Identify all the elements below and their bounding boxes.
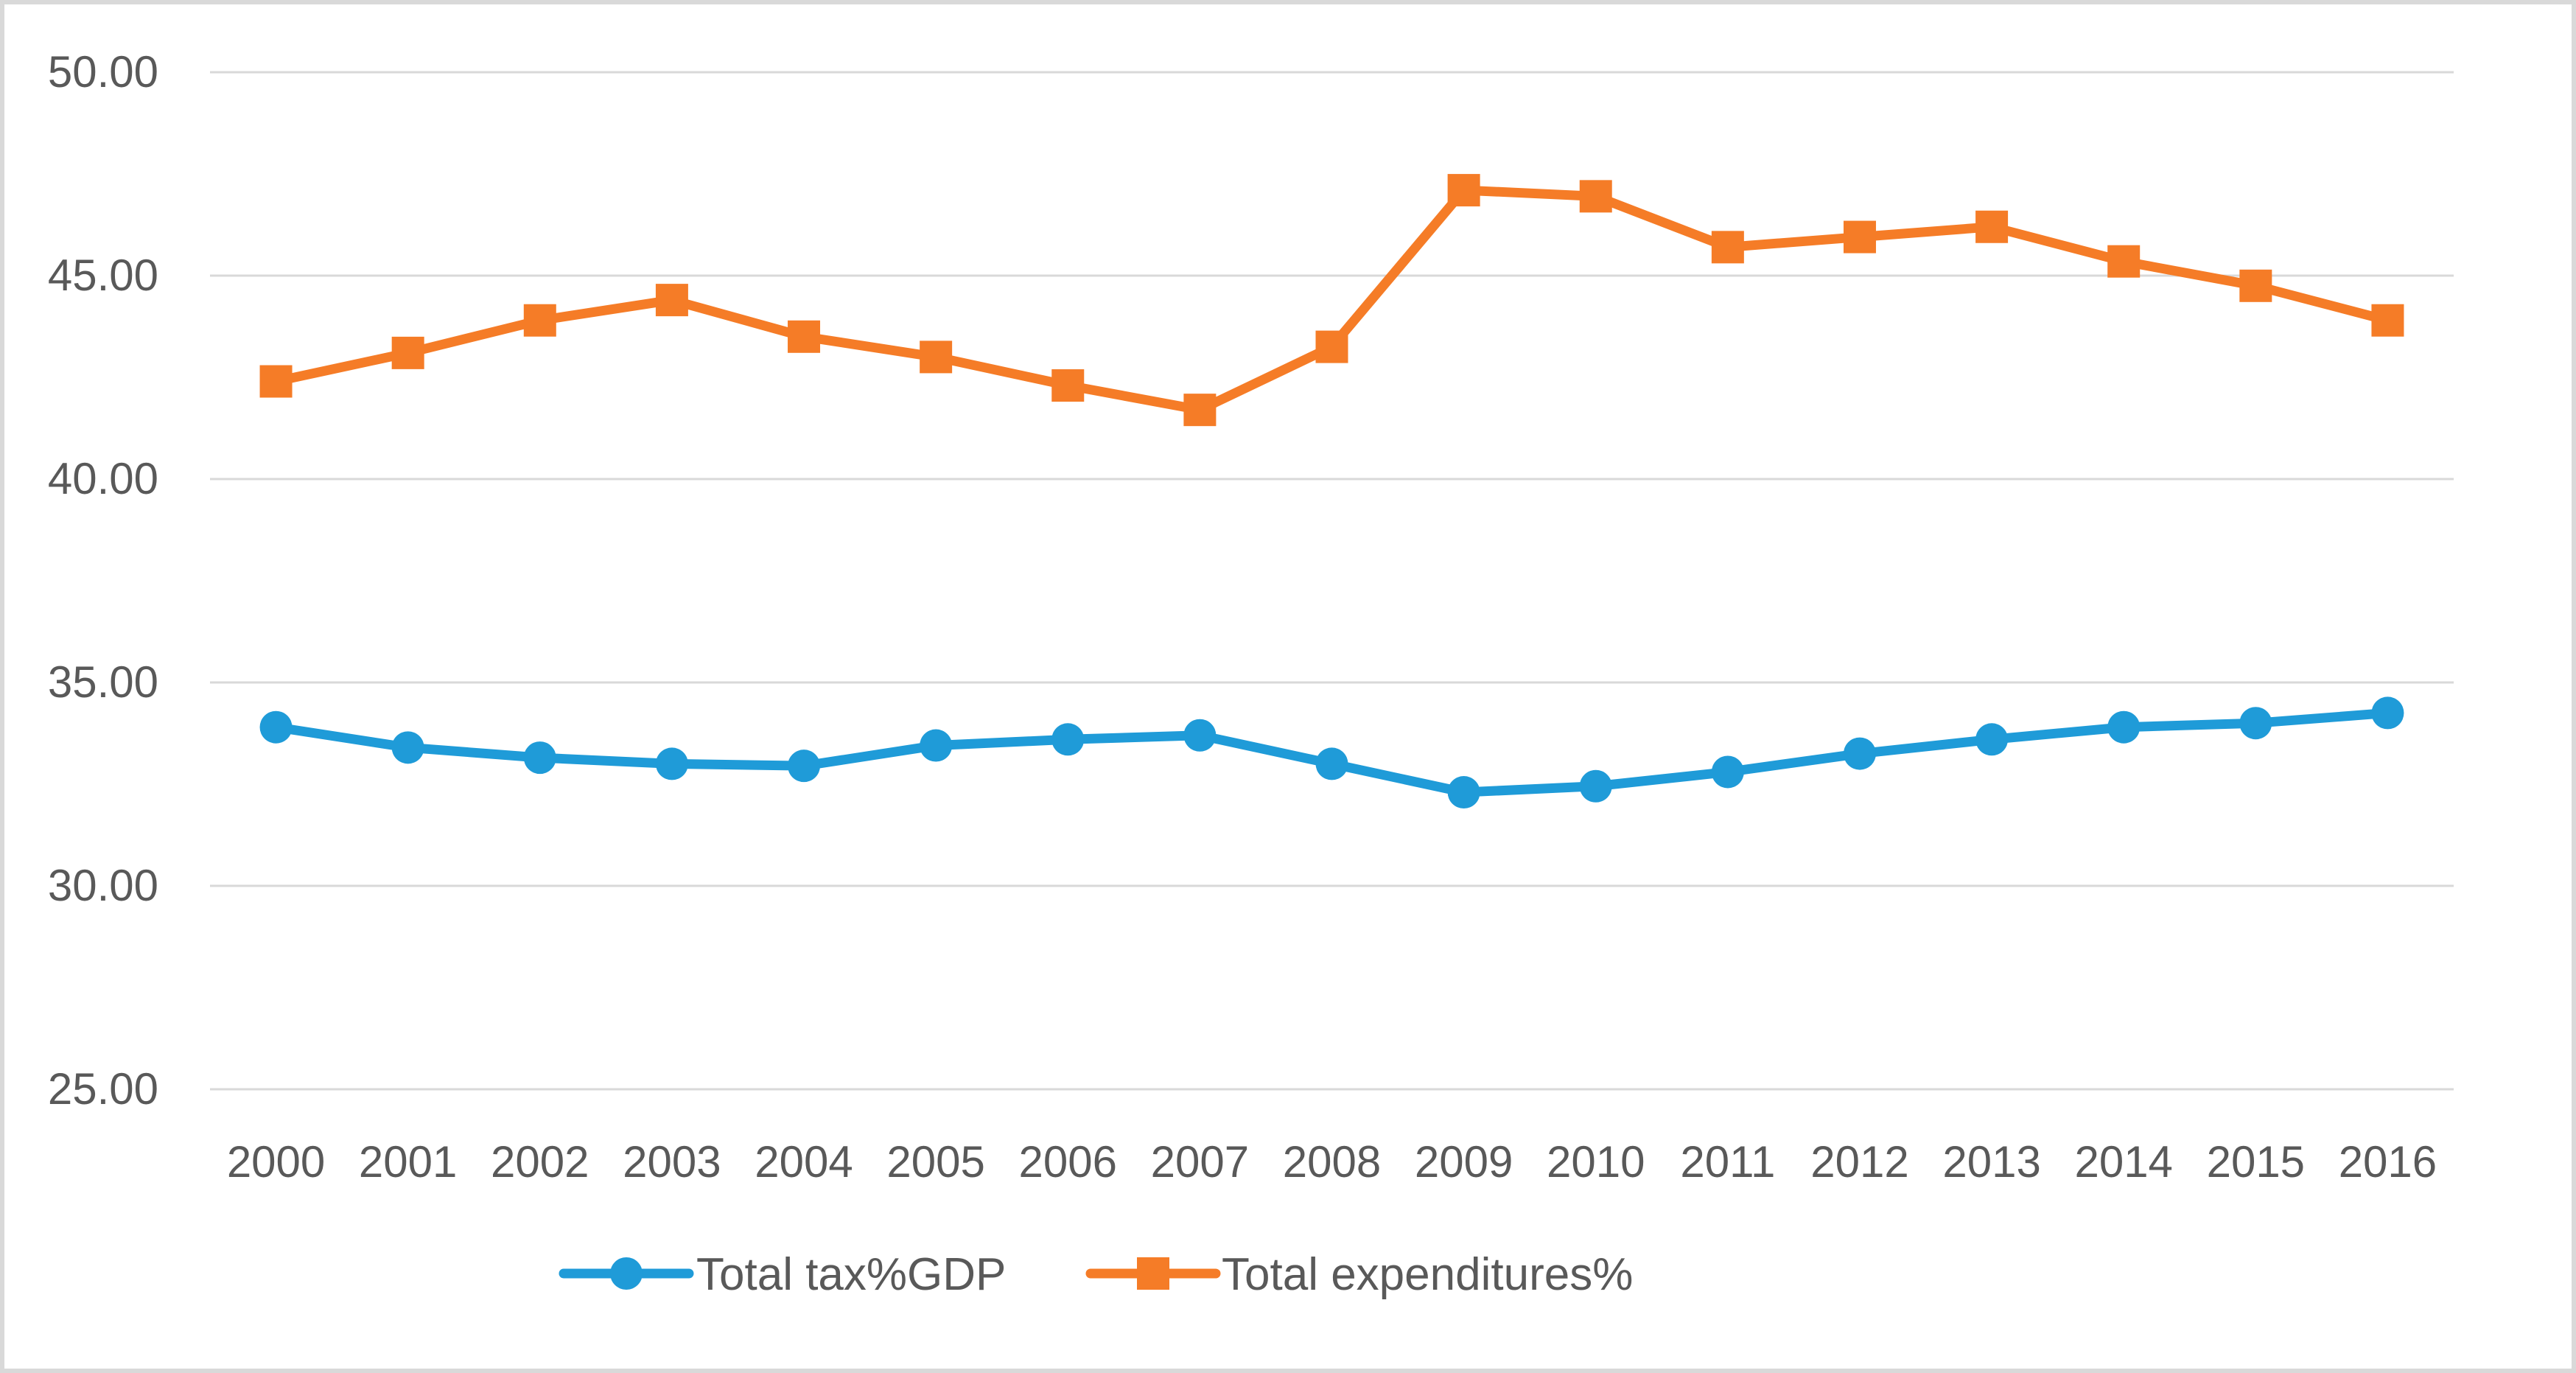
x-tick-label: 2005 [886,1137,984,1187]
series-line [271,185,2393,415]
y-tick-label: 40.00 [48,454,158,503]
x-tick-label: 2006 [1019,1137,1117,1187]
y-tick-label: 25.00 [48,1064,158,1114]
x-tick-label: 2000 [227,1137,325,1187]
data-point [1183,719,1217,752]
data-point [1315,330,1348,363]
data-point [1975,723,2009,756]
data-point [1711,231,1744,264]
x-tick-label: 2002 [491,1137,589,1187]
y-tick-label: 30.00 [48,861,158,910]
data-point [655,747,688,780]
x-tick-label: 2003 [623,1137,721,1187]
legend-label: Total tax%GDP [696,1249,1006,1300]
y-tick-label: 45.00 [48,251,158,300]
data-point [920,340,953,374]
data-point [523,304,556,337]
gridlines [210,71,2454,1091]
x-tick-label: 2014 [2074,1137,2172,1187]
x-axis-ticks: 2000 2001 2002 2003 2004 2005 2006 2007 2008 2009… [227,1137,2437,1187]
x-tick-label: 2013 [1942,1137,2040,1187]
data-point [1183,394,1217,427]
legend-item: Total expenditures% [1085,1249,1633,1300]
x-tick-label: 2008 [1283,1137,1381,1187]
data-point [1447,776,1480,809]
data-point [1843,737,1876,770]
data-point [1315,747,1348,780]
data-point [2371,696,2404,730]
legend-label: Total expenditures% [1222,1249,1633,1300]
data-point [259,710,293,744]
data-point [1051,369,1085,402]
x-tick-label: 2001 [359,1137,457,1187]
legend-marker [610,1257,643,1290]
data-point [2371,304,2404,337]
series-total-tax-gdp [259,696,2404,809]
x-tick-label: 2011 [1680,1137,1775,1187]
legend-marker [1137,1257,1169,1290]
legend-item: Total tax%GDP [559,1249,1006,1300]
data-point [1051,723,1085,756]
series [259,174,2404,809]
data-point [1711,755,1744,789]
x-tick-label: 2016 [2339,1137,2437,1187]
data-point [391,731,424,764]
data-point [1447,174,1480,207]
data-point [788,750,821,783]
x-tick-label: 2010 [1547,1137,1645,1187]
data-point [788,320,821,353]
x-tick-label: 2004 [755,1137,853,1187]
data-point [391,336,424,369]
data-point [920,729,953,762]
data-point [1579,180,1612,213]
y-tick-label: 35.00 [48,657,158,707]
x-tick-label: 2015 [2207,1137,2305,1187]
data-point [1843,220,1876,254]
data-point [2107,710,2141,744]
x-tick-label: 2009 [1415,1137,1513,1187]
legend: Total tax%GDP Total expenditures% [559,1249,1633,1300]
data-point [259,365,293,398]
data-point [2239,707,2272,740]
data-point [2107,245,2141,278]
y-axis-ticks: 50.00 45.00 40.00 35.00 30.00 25.00 [48,47,158,1114]
data-point [2239,269,2272,302]
data-point [1975,210,2009,243]
x-tick-label: 2012 [1810,1137,1908,1187]
x-tick-label: 2007 [1151,1137,1249,1187]
series-total-expenditures [259,174,2404,427]
data-point [523,741,556,775]
data-point [655,284,688,317]
y-tick-label: 50.00 [48,47,158,97]
data-point [1579,769,1612,803]
